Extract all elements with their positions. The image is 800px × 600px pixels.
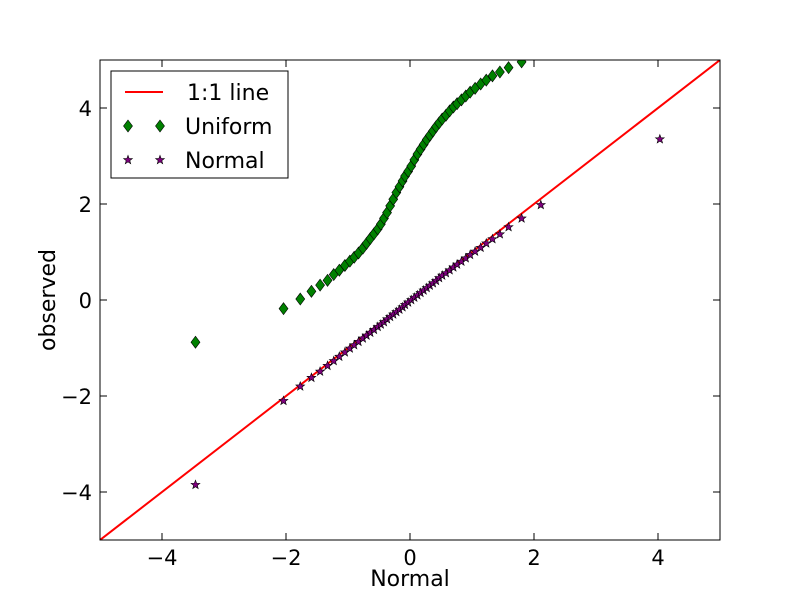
legend-normal-swatch [122,154,166,165]
uniform-point [295,292,306,306]
legend-uniform-marker [155,119,165,133]
normal-point [322,360,333,371]
normal-point [487,233,498,244]
series-uniform [190,60,527,349]
normal-point [190,479,201,490]
y-tick-label: 2 [79,193,92,217]
legend-normal-marker [154,154,166,165]
uniform-point [322,273,333,287]
uniform-point [278,302,289,316]
legend-uniform-marker [123,119,133,133]
uniform-point [503,61,514,75]
x-tick-label: 4 [651,546,664,570]
legend-1to1-line-label: 1:1 line [187,81,269,106]
uniform-point [516,60,527,69]
normal-point [535,199,547,210]
legend-normal-marker [122,154,134,165]
axis-ticks: −4 −2 0 2 4 −4 −2 0 2 4 [61,60,720,570]
y-tick-label: 0 [79,289,92,313]
normal-point [516,212,527,223]
x-tick-label: −4 [147,546,178,570]
y-tick-label: 4 [79,97,92,121]
uniform-point [481,73,492,87]
normal-point [278,395,289,406]
y-axis-label: observed [36,249,61,351]
uniform-point [487,69,498,83]
y-tick-label: −2 [61,385,92,409]
x-tick-label: 0 [403,546,416,570]
x-tick-label: −2 [271,546,302,570]
normal-point [306,372,317,383]
y-tick-label: −4 [61,481,92,505]
uniform-point [315,278,325,292]
normal-point [654,133,666,144]
uniform-point [190,335,201,349]
legend-uniform-label: Uniform [185,115,272,140]
normal-point [494,228,506,239]
normal-point [314,366,326,376]
normal-point [295,380,306,391]
legend-box [110,70,289,179]
legend: 1:1 line Uniform Normal [110,70,289,179]
uniform-point [306,284,317,298]
legend-uniform-swatch [123,119,165,133]
uniform-point [495,65,505,79]
series-layer [100,60,720,540]
legend-normal-label: Normal [185,149,265,174]
normal-point [481,237,492,248]
normal-point [503,221,514,232]
x-tick-label: 2 [527,546,540,570]
x-axis-label: Normal [370,567,450,592]
series-normal [190,133,666,490]
